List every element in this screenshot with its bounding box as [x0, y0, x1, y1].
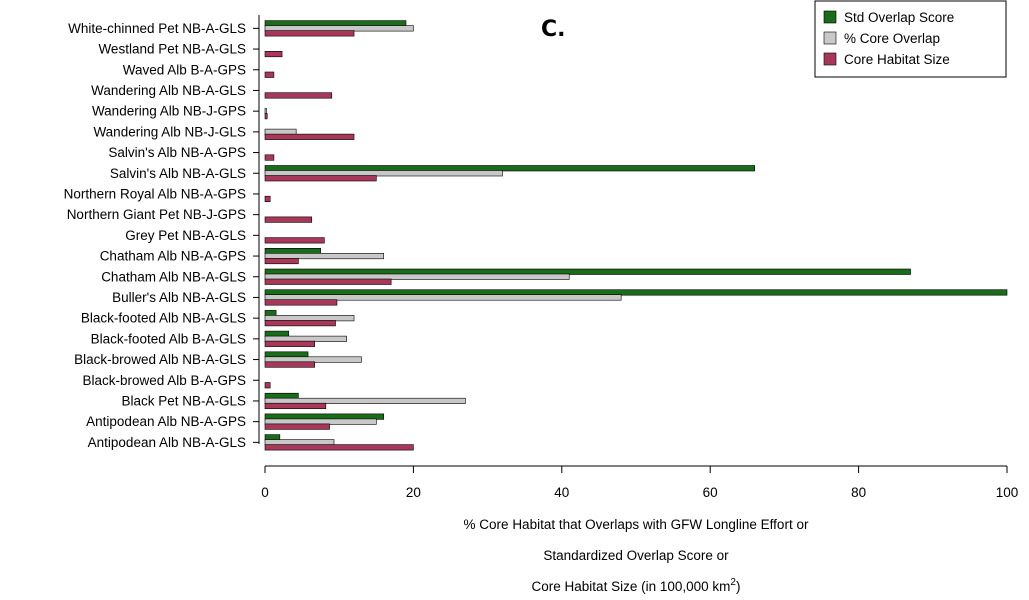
bar-std-overlap-score-chatham-alb-nb-a-gps: [264, 248, 321, 255]
bar-core-overlap-black-pet-nb-a-gls: [264, 397, 466, 405]
category-label-antipodean-alb-nb-a-gls: Antipodean Alb NB-A-GLS: [88, 435, 246, 450]
category-label-black-footed-alb-b-a-gls: Black-footed Alb B-A-GLS: [91, 331, 246, 346]
category-label-buller-s-alb-nb-a-gls: Buller's Alb NB-A-GLS: [112, 290, 246, 305]
category-label-antipodean-alb-nb-a-gps: Antipodean Alb NB-A-GPS: [86, 414, 246, 429]
category-label-black-pet-nb-a-gls: Black Pet NB-A-GLS: [121, 393, 246, 408]
category-label-chatham-alb-nb-a-gls: Chatham Alb NB-A-GLS: [101, 269, 246, 284]
category-label-salvin-s-alb-nb-a-gps: Salvin's Alb NB-A-GPS: [108, 145, 246, 160]
bar-core-habitat-size-waved-alb-b-a-gps: [264, 71, 275, 78]
category-label-wandering-alb-nb-a-gls: Wandering Alb NB-A-GLS: [91, 83, 246, 98]
bar-group: [264, 20, 1008, 451]
bar-core-habitat-size-buller-s-alb-nb-a-gls: [264, 299, 338, 306]
panel-label: C.: [541, 17, 566, 42]
bar-core-habitat-size-black-browed-alb-nb-a-gls: [264, 361, 316, 368]
legend-swatch-core-habitat-size: [823, 52, 837, 66]
category-label-northern-giant-pet-nb-j-gps: Northern Giant Pet NB-J-GPS: [67, 207, 246, 222]
bar-core-habitat-size-wandering-alb-nb-a-gls: [264, 92, 333, 99]
bar-std-overlap-score-black-footed-alb-b-a-gls: [264, 330, 290, 337]
category-label-black-browed-alb-b-a-gps: Black-browed Alb B-A-GPS: [82, 373, 246, 388]
bar-core-habitat-size-chatham-alb-nb-a-gls: [264, 278, 392, 285]
legend-swatch-core-overlap: [823, 31, 837, 45]
bar-std-overlap-score-black-pet-nb-a-gls: [264, 392, 299, 400]
category-label-northern-royal-alb-nb-a-gps: Northern Royal Alb NB-A-GPS: [64, 186, 246, 201]
bar-core-habitat-size-salvin-s-alb-nb-a-gps: [264, 154, 275, 161]
bar-core-overlap-wandering-alb-nb-j-gps: [264, 108, 267, 115]
legend-label-core-overlap: % Core Overlap: [844, 31, 940, 46]
bar-core-overlap-chatham-alb-nb-a-gls: [264, 273, 570, 280]
bar-core-habitat-size-white-chinned-pet-nb-a-gls: [264, 30, 355, 37]
bar-core-habitat-size-antipodean-alb-nb-a-gls: [264, 444, 414, 451]
bar-core-habitat-size-wandering-alb-nb-j-gls: [264, 133, 355, 140]
category-label-wandering-alb-nb-j-gls: Wandering Alb NB-J-GLS: [93, 124, 246, 139]
bar-core-habitat-size-salvin-s-alb-nb-a-gls: [264, 175, 377, 182]
category-label-waved-alb-b-a-gps: Waved Alb B-A-GPS: [123, 62, 246, 77]
x-axis-label-line-3: Core Habitat Size (in 100,000 km2): [532, 577, 741, 594]
x-tick-label-80: 80: [851, 485, 866, 500]
x-tick-label-100: 100: [996, 485, 1019, 500]
bar-core-overlap-wandering-alb-nb-j-gls: [264, 128, 297, 135]
bar-core-overlap-black-browed-alb-nb-a-gls: [264, 356, 362, 363]
x-tick-label-60: 60: [703, 485, 718, 500]
bar-core-habitat-size-black-footed-alb-b-a-gls: [264, 340, 316, 347]
legend-label-std-overlap-score: Std Overlap Score: [844, 10, 954, 25]
category-label-white-chinned-pet-nb-a-gls: White-chinned Pet NB-A-GLS: [68, 21, 246, 36]
x-tick-label-20: 20: [406, 485, 421, 500]
bar-core-overlap-antipodean-alb-nb-a-gps: [264, 418, 377, 425]
bar-core-habitat-size-black-pet-nb-a-gls: [264, 402, 327, 410]
bar-core-overlap-black-footed-alb-b-a-gls: [264, 335, 347, 342]
category-label-westland-pet-nb-a-gls: Westland Pet NB-A-GLS: [98, 42, 246, 57]
x-tick-label-0: 0: [261, 485, 269, 500]
bar-core-overlap-white-chinned-pet-nb-a-gls: [264, 25, 414, 32]
legend: Std Overlap Score % Core Overlap Core Habi…: [814, 0, 1007, 78]
bar-core-habitat-size-black-footed-alb-nb-a-gls: [264, 320, 336, 327]
x-axis-label-line-2: Standardized Overlap Score or: [543, 548, 729, 563]
bar-std-overlap-score-white-chinned-pet-nb-a-gls: [264, 20, 407, 27]
category-label-grey-pet-nb-a-gls: Grey Pet NB-A-GLS: [125, 228, 246, 243]
legend-swatch-std-overlap-score: [823, 10, 837, 24]
bar-core-habitat-size-black-browed-alb-b-a-gps: [264, 382, 271, 389]
category-label-chatham-alb-nb-a-gps: Chatham Alb NB-A-GPS: [100, 249, 246, 264]
bar-core-overlap-antipodean-alb-nb-a-gls: [264, 439, 335, 446]
bar-core-habitat-size-grey-pet-nb-a-gls: [264, 237, 325, 244]
bar-std-overlap-score-salvin-s-alb-nb-a-gls: [264, 165, 756, 172]
category-label-salvin-s-alb-nb-a-gls: Salvin's Alb NB-A-GLS: [110, 166, 246, 181]
x-axis-label-superscript: 2: [730, 577, 736, 588]
bar-core-overlap-salvin-s-alb-nb-a-gls: [264, 170, 503, 177]
bar-core-habitat-size-northern-royal-alb-nb-a-gps: [264, 195, 271, 202]
bar-std-overlap-score-black-browed-alb-nb-a-gls: [264, 351, 309, 358]
bar-core-overlap-chatham-alb-nb-a-gps: [264, 253, 385, 260]
bar-core-overlap-black-footed-alb-nb-a-gls: [264, 315, 355, 322]
bar-core-habitat-size-antipodean-alb-nb-a-gps: [264, 423, 330, 430]
bar-core-overlap-buller-s-alb-nb-a-gls: [264, 294, 622, 301]
x-axis-label-line-3-main: Core Habitat Size (in 100,000 km: [532, 579, 731, 594]
x-axis-label-close-paren: ): [736, 579, 741, 594]
legend-label-core-habitat-size: Core Habitat Size: [844, 52, 950, 67]
bar-std-overlap-score-black-footed-alb-nb-a-gls: [264, 310, 277, 317]
x-axis-ticks: 0 20 40 60 80 100: [261, 466, 1018, 500]
bar-std-overlap-score-chatham-alb-nb-a-gls: [264, 268, 911, 275]
category-labels: White-chinned Pet NB-A-GLS Westland Pet N…: [64, 21, 259, 450]
x-tick-label-40: 40: [554, 485, 569, 500]
bar-core-habitat-size-westland-pet-nb-a-gls: [264, 50, 283, 58]
bar-std-overlap-score-antipodean-alb-nb-a-gls: [264, 434, 281, 441]
bar-core-habitat-size-northern-giant-pet-nb-j-gps: [264, 216, 313, 223]
legend-box: [814, 0, 1007, 78]
bar-std-overlap-score-antipodean-alb-nb-a-gps: [264, 413, 385, 420]
x-axis-label-line-1: % Core Habitat that Overlaps with GFW Lo…: [464, 517, 809, 532]
bar-std-overlap-score-buller-s-alb-nb-a-gls: [264, 289, 1008, 296]
bar-core-habitat-size-wandering-alb-nb-j-gps: [264, 113, 268, 120]
category-label-wandering-alb-nb-j-gps: Wandering Alb NB-J-GPS: [92, 104, 246, 119]
category-label-black-browed-alb-nb-a-gls: Black-browed Alb NB-A-GLS: [74, 352, 246, 367]
category-label-black-footed-alb-nb-a-gls: Black-footed Alb NB-A-GLS: [81, 311, 246, 326]
bar-core-habitat-size-chatham-alb-nb-a-gps: [264, 257, 299, 265]
